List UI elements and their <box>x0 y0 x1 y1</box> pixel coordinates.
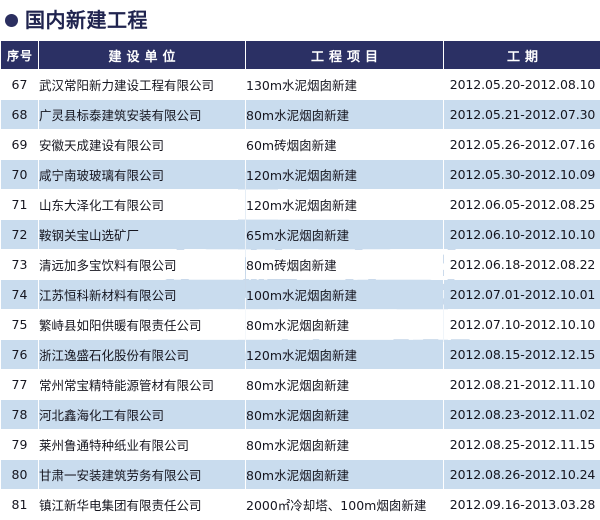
table-row: 75 繁峙县如阳供暖有限责任公司 80m水泥烟囱新建 2012.07.10-2012.… <box>1 310 600 339</box>
bullet-icon <box>5 13 18 27</box>
cell-seq: 69 <box>1 130 38 159</box>
cell-unit: 镇江新华电集团有限责任公司 <box>39 490 245 519</box>
cell-seq: 72 <box>1 220 38 249</box>
cell-project: 80m水泥烟囱新建 <box>246 100 443 129</box>
cell-project: 65m水泥烟囱新建 <box>246 220 443 249</box>
table-row: 73 清远加多宝饮料有限公司 80m砖烟囱新建 2012.06.18-2012.08.… <box>1 250 600 279</box>
table-row: 71 山东大泽化工有限公司 120m水泥烟囱新建 2012.06.05-2012.08… <box>1 190 600 219</box>
cell-unit: 咸宁南玻玻璃有限公司 <box>39 160 245 189</box>
cell-unit: 莱州鲁通特种纸业有限公司 <box>39 430 245 459</box>
page-title: 国内新建工程 <box>0 0 600 40</box>
column-header-period: 工期 <box>444 41 600 69</box>
table-row: 70 咸宁南玻玻璃有限公司 120m水泥烟囱新建 2012.05.30-2012.10… <box>1 160 600 189</box>
cell-project: 80m水泥烟囱新建 <box>246 370 443 399</box>
cell-unit: 江苏恒科新材料有限公司 <box>39 280 245 309</box>
table-row: 72 鞍钢关宝山选矿厂 65m水泥烟囱新建 2012.06.10-2012.10.10 <box>1 220 600 249</box>
cell-project: 2000㎡冷却塔、100m烟囱新建 <box>246 490 443 519</box>
cell-project: 80m水泥烟囱新建 <box>246 400 443 429</box>
cell-seq: 74 <box>1 280 38 309</box>
table-row: 77 常州常宝精特能源管材有限公司 80m水泥烟囱新建 2012.08.21-2012… <box>1 370 600 399</box>
cell-period: 2012.07.10-2012.10.10 <box>444 310 600 339</box>
cell-project: 80m水泥烟囱新建 <box>246 430 443 459</box>
cell-unit: 繁峙县如阳供暖有限责任公司 <box>39 310 245 339</box>
table-row: 80 甘肃一安装建筑劳务有限公司 80m水泥烟囱新建 2012.08.26-2012.… <box>1 460 600 489</box>
cell-unit: 广灵县标泰建筑安装有限公司 <box>39 100 245 129</box>
cell-unit: 清远加多宝饮料有限公司 <box>39 250 245 279</box>
cell-seq: 75 <box>1 310 38 339</box>
cell-project: 100m水泥烟囱新建 <box>246 280 443 309</box>
cell-unit: 河北鑫海化工有限公司 <box>39 400 245 429</box>
table-row: 79 莱州鲁通特种纸业有限公司 80m水泥烟囱新建 2012.08.25-2012.1… <box>1 430 600 459</box>
cell-period: 2012.08.23-2012.11.02 <box>444 400 600 429</box>
cell-seq: 81 <box>1 490 38 519</box>
table-row: 68 广灵县标泰建筑安装有限公司 80m水泥烟囱新建 2012.05.21-2012.… <box>1 100 600 129</box>
column-header-unit: 建设单位 <box>39 41 245 69</box>
cell-project: 120m水泥烟囱新建 <box>246 340 443 369</box>
cell-unit: 浙江逸盛石化股份有限公司 <box>39 340 245 369</box>
cell-seq: 77 <box>1 370 38 399</box>
cell-seq: 73 <box>1 250 38 279</box>
cell-period: 2012.05.20-2012.08.10 <box>444 70 600 99</box>
page-title-label: 国内新建工程 <box>25 8 148 32</box>
cell-period: 2012.06.05-2012.08.25 <box>444 190 600 219</box>
cell-project: 120m水泥烟囱新建 <box>246 190 443 219</box>
projects-table-container: 序号 建设单位 工程项目 工期 67 武汉常阳新力建设工程有限公司 130m水泥烟囱… <box>0 40 600 520</box>
cell-seq: 71 <box>1 190 38 219</box>
cell-period: 2012.06.18-2012.08.22 <box>444 250 600 279</box>
table-header: 序号 建设单位 工程项目 工期 <box>1 41 600 69</box>
table-header-row: 序号 建设单位 工程项目 工期 <box>1 41 600 69</box>
cell-seq: 67 <box>1 70 38 99</box>
table-row: 76 浙江逸盛石化股份有限公司 120m水泥烟囱新建 2012.08.15-2012.… <box>1 340 600 369</box>
cell-period: 2012.05.21-2012.07.30 <box>444 100 600 129</box>
cell-period: 2012.08.26-2012.10.24 <box>444 460 600 489</box>
cell-project: 80m水泥烟囱新建 <box>246 310 443 339</box>
table-row: 69 安徽天成建设有限公司 60m砖烟囱新建 2012.05.26-2012.07.1… <box>1 130 600 159</box>
table-row: 67 武汉常阳新力建设工程有限公司 130m水泥烟囱新建 2012.05.20-201… <box>1 70 600 99</box>
cell-project: 80m砖烟囱新建 <box>246 250 443 279</box>
cell-project: 60m砖烟囱新建 <box>246 130 443 159</box>
cell-unit: 山东大泽化工有限公司 <box>39 190 245 219</box>
cell-period: 2012.06.10-2012.10.10 <box>444 220 600 249</box>
cell-period: 2012.08.15-2012.12.15 <box>444 340 600 369</box>
table-body: 67 武汉常阳新力建设工程有限公司 130m水泥烟囱新建 2012.05.20-201… <box>1 70 600 519</box>
cell-unit: 武汉常阳新力建设工程有限公司 <box>39 70 245 99</box>
cell-unit: 甘肃一安装建筑劳务有限公司 <box>39 460 245 489</box>
column-header-project: 工程项目 <box>246 41 443 69</box>
cell-seq: 76 <box>1 340 38 369</box>
cell-period: 2012.09.16-2013.03.28 <box>444 490 600 519</box>
cell-unit: 常州常宝精特能源管材有限公司 <box>39 370 245 399</box>
cell-project: 120m水泥烟囱新建 <box>246 160 443 189</box>
cell-seq: 70 <box>1 160 38 189</box>
cell-period: 2012.08.25-2012.11.15 <box>444 430 600 459</box>
cell-seq: 80 <box>1 460 38 489</box>
cell-seq: 78 <box>1 400 38 429</box>
projects-table: 序号 建设单位 工程项目 工期 67 武汉常阳新力建设工程有限公司 130m水泥烟囱… <box>0 40 600 520</box>
cell-seq: 68 <box>1 100 38 129</box>
cell-unit: 安徽天成建设有限公司 <box>39 130 245 159</box>
cell-period: 2012.07.01-2012.10.01 <box>444 280 600 309</box>
cell-project: 130m水泥烟囱新建 <box>246 70 443 99</box>
cell-period: 2012.05.30-2012.10.09 <box>444 160 600 189</box>
cell-seq: 79 <box>1 430 38 459</box>
cell-project: 80m水泥烟囱新建 <box>246 460 443 489</box>
cell-period: 2012.05.26-2012.07.16 <box>444 130 600 159</box>
column-header-seq: 序号 <box>1 41 38 69</box>
cell-unit: 鞍钢关宝山选矿厂 <box>39 220 245 249</box>
table-row: 81 镇江新华电集团有限责任公司 2000㎡冷却塔、100m烟囱新建 2012.09.… <box>1 490 600 519</box>
table-row: 78 河北鑫海化工有限公司 80m水泥烟囱新建 2012.08.23-2012.11.… <box>1 400 600 429</box>
table-row: 74 江苏恒科新材料有限公司 100m水泥烟囱新建 2012.07.01-2012.1… <box>1 280 600 309</box>
cell-period: 2012.08.21-2012.11.10 <box>444 370 600 399</box>
